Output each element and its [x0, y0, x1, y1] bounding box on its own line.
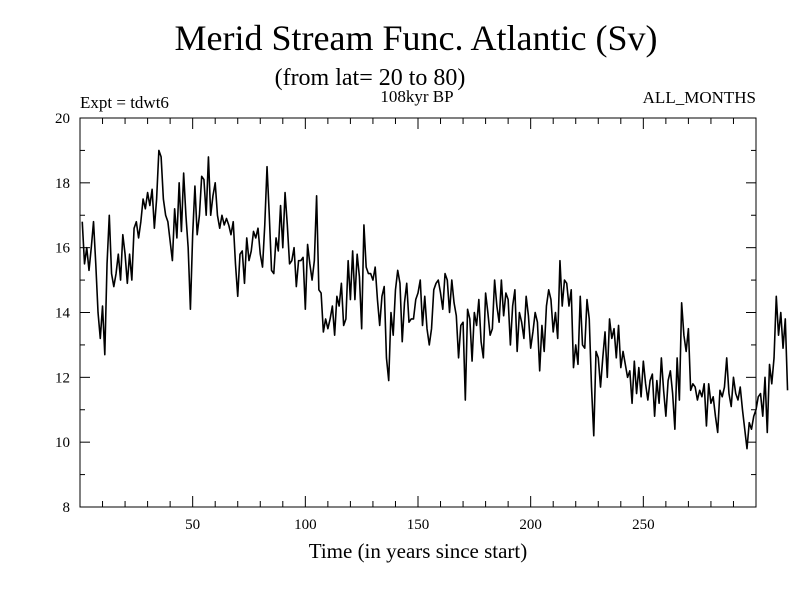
- y-tick-label: 14: [55, 306, 71, 322]
- x-tick-label: 150: [407, 517, 430, 533]
- chart-subtitle: (from lat= 20 to 80): [275, 65, 466, 91]
- x-tick-label: 50: [185, 517, 200, 533]
- axis-ticks: [80, 117, 756, 508]
- y-tick-label: 10: [55, 435, 70, 451]
- months-label: ALL_MONTHS: [643, 88, 756, 107]
- y-tick-label: 16: [55, 241, 71, 257]
- x-tick-label: 250: [632, 517, 655, 533]
- period-label: 108kyr BP: [380, 87, 453, 106]
- x-tick-label: 200: [519, 517, 542, 533]
- y-tick-label: 12: [55, 370, 70, 386]
- y-tick-label: 20: [55, 111, 70, 127]
- chart-title: Merid Stream Func. Atlantic (Sv): [175, 18, 658, 58]
- axis-tick-labels: 50 100 150 200 250 8 10 12 14 16 18 20: [55, 111, 655, 533]
- experiment-label: Expt = tdwt6: [80, 93, 169, 112]
- series-line: [81, 149, 789, 450]
- x-axis-title: Time (in years since start): [309, 539, 528, 563]
- y-tick-label: 18: [55, 176, 70, 192]
- plot-frame: [79, 117, 757, 508]
- y-tick-label: 8: [63, 500, 71, 516]
- x-tick-label: 100: [294, 517, 317, 533]
